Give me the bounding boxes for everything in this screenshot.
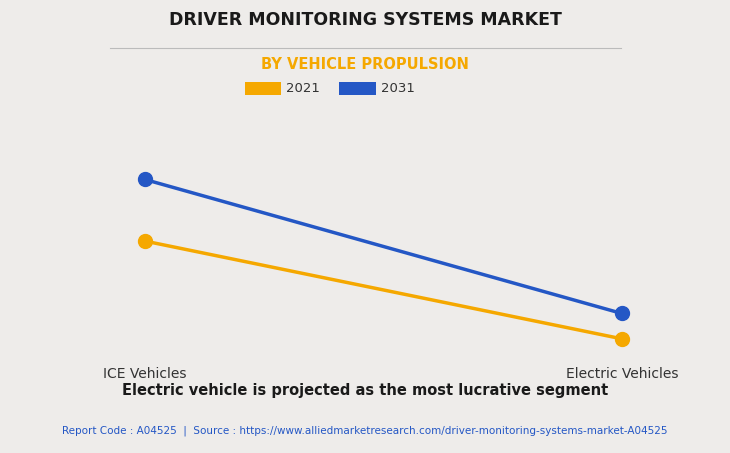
Text: Electric vehicle is projected as the most lucrative segment: Electric vehicle is projected as the mos…: [122, 383, 608, 398]
Text: 2021: 2021: [286, 82, 320, 95]
Text: Report Code : A04525  |  Source : https://www.alliedmarketresearch.com/driver-mo: Report Code : A04525 | Source : https://…: [62, 426, 668, 436]
Text: DRIVER MONITORING SYSTEMS MARKET: DRIVER MONITORING SYSTEMS MARKET: [169, 11, 561, 29]
Text: 2031: 2031: [381, 82, 415, 95]
Text: BY VEHICLE PROPULSION: BY VEHICLE PROPULSION: [261, 57, 469, 72]
